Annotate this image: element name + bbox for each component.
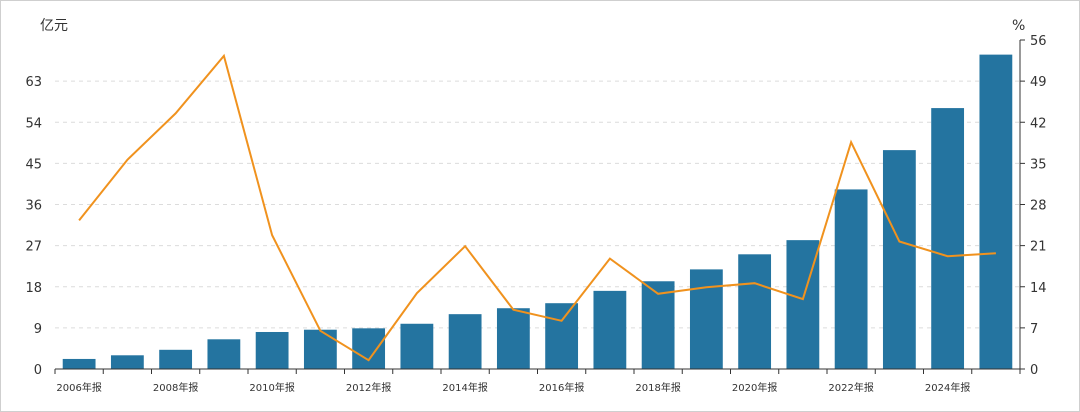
x-tick-label: 2018年报: [635, 381, 680, 394]
left-tick-label: 54: [25, 116, 42, 131]
left-tick-label: 36: [25, 199, 42, 214]
bar: [979, 54, 1013, 369]
bar: [110, 355, 144, 369]
left-tick-label: 63: [25, 75, 42, 90]
bar: [303, 329, 337, 369]
right-tick-label: 21: [1030, 240, 1047, 255]
bar: [834, 189, 868, 369]
bar: [352, 328, 386, 369]
growth-line: [78, 53, 996, 362]
x-tick-label: 2014年报: [442, 381, 487, 394]
right-tick-label: 28: [1030, 199, 1047, 214]
bar: [496, 308, 530, 369]
right-axis-unit: %: [1012, 18, 1025, 34]
x-tick-label: 2010年报: [249, 381, 294, 394]
right-tick-label: 35: [1030, 157, 1047, 172]
bar: [931, 108, 965, 370]
left-tick-label: 9: [34, 322, 42, 337]
grid-lines: [55, 80, 1020, 329]
x-tick-label: 2022年报: [828, 381, 873, 394]
bar: [448, 314, 482, 369]
right-tick-label: 42: [1030, 116, 1047, 131]
bar: [882, 150, 916, 369]
bar: [641, 281, 675, 369]
x-tick-label: 2016年报: [539, 381, 584, 394]
left-tick-label: 0: [34, 363, 42, 378]
x-tick-label: 2020年报: [732, 381, 777, 394]
right-tick-label: 7: [1030, 322, 1038, 337]
bar: [400, 323, 434, 369]
left-tick-label: 18: [25, 281, 42, 296]
right-tick-label: 49: [1030, 75, 1047, 90]
bar: [62, 358, 96, 369]
bar: [207, 339, 241, 369]
left-axis-unit: 亿元: [40, 18, 68, 34]
right-tick-label: 0: [1030, 363, 1038, 378]
bar: [689, 269, 723, 369]
left-tick-label: 45: [25, 157, 42, 172]
bar-series: [62, 54, 1013, 370]
x-tick-label: 2006年报: [56, 381, 101, 394]
axes: 0 9 18 27 36 45 54 63 0 7 14 21 28 35 42 49 56 2006年报 2008…: [25, 34, 1046, 394]
bar: [593, 290, 627, 369]
right-tick-label: 14: [1030, 281, 1047, 296]
line-series: [78, 53, 996, 362]
bar: [255, 331, 289, 369]
x-tick-label: 2024年报: [925, 381, 970, 394]
left-tick-label: 27: [25, 240, 42, 255]
bar: [738, 254, 772, 369]
bar: [545, 303, 579, 369]
right-tick-label: 56: [1030, 34, 1047, 49]
bar: [159, 349, 193, 369]
x-tick-label: 2008年报: [153, 381, 198, 394]
x-tick-label: 2012年报: [346, 381, 391, 394]
